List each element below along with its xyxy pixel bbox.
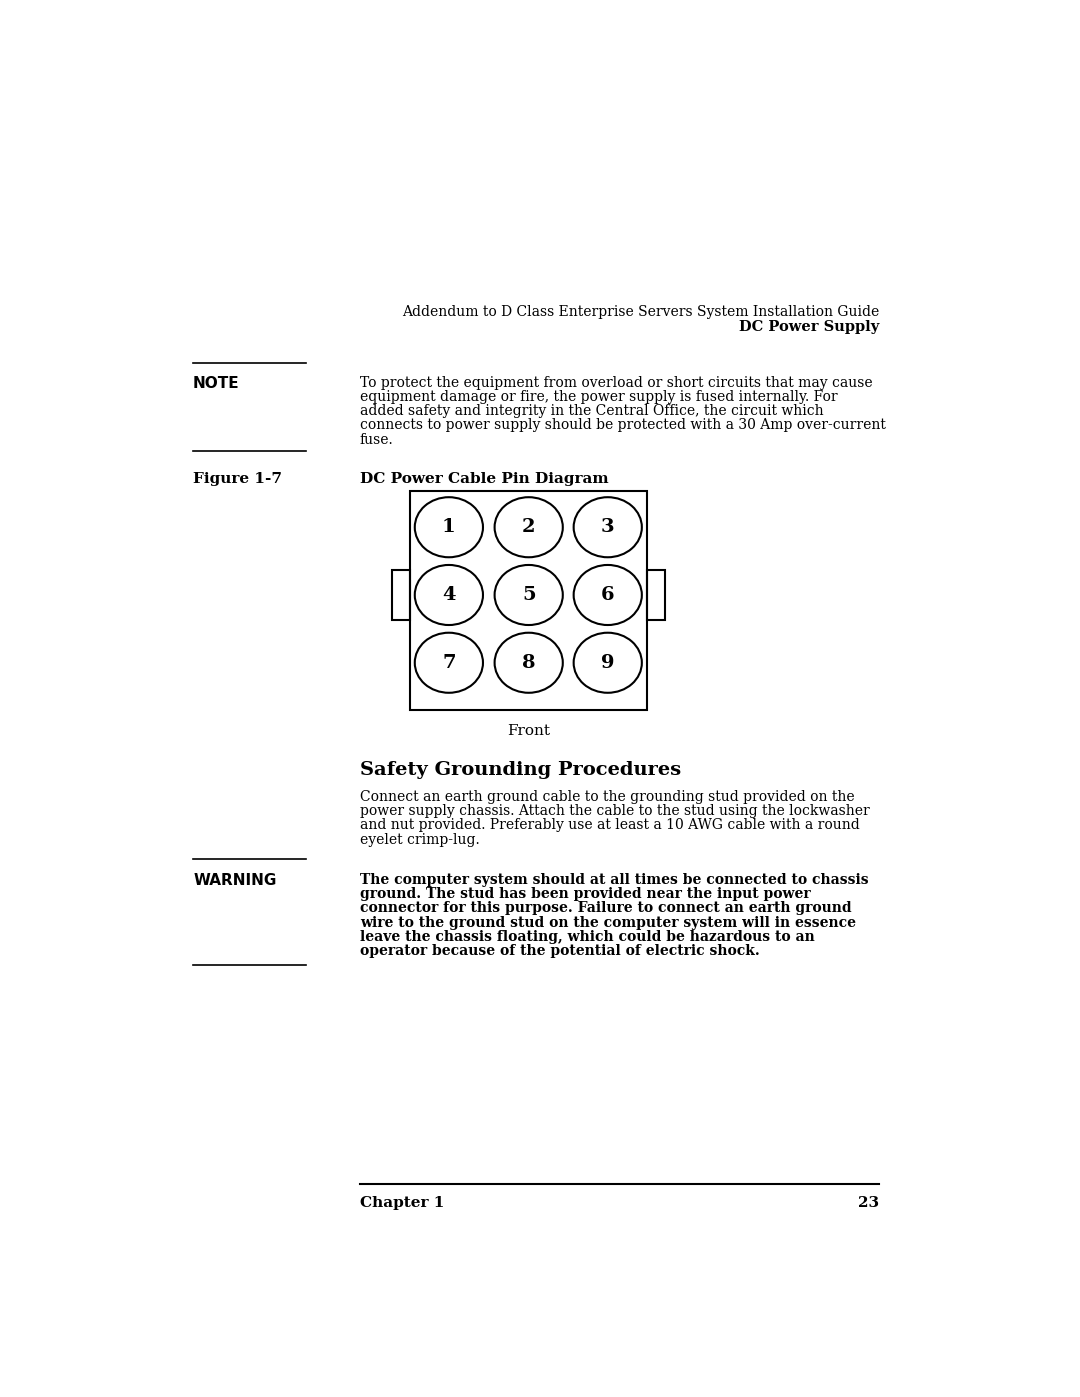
Ellipse shape xyxy=(573,564,642,624)
Text: Front: Front xyxy=(507,724,550,738)
Ellipse shape xyxy=(495,497,563,557)
Text: Safety Grounding Procedures: Safety Grounding Procedures xyxy=(360,760,680,778)
Text: DC Power Cable Pin Diagram: DC Power Cable Pin Diagram xyxy=(360,472,608,486)
Text: ground. The stud has been provided near the input power: ground. The stud has been provided near … xyxy=(360,887,810,901)
Text: NOTE: NOTE xyxy=(193,376,240,391)
Text: Figure 1-7: Figure 1-7 xyxy=(193,472,282,486)
Text: The computer system should at all times be connected to chassis: The computer system should at all times … xyxy=(360,873,868,887)
Ellipse shape xyxy=(415,564,483,624)
Ellipse shape xyxy=(573,497,642,557)
Text: WARNING: WARNING xyxy=(193,873,276,888)
Text: 8: 8 xyxy=(522,654,536,672)
Text: 23: 23 xyxy=(858,1196,879,1210)
Text: 7: 7 xyxy=(442,654,456,672)
Text: added safety and integrity in the Central Office, the circuit which: added safety and integrity in the Centra… xyxy=(360,404,823,418)
Ellipse shape xyxy=(415,497,483,557)
Text: equipment damage or fire, the power supply is fused internally. For: equipment damage or fire, the power supp… xyxy=(360,390,837,404)
Ellipse shape xyxy=(495,633,563,693)
Text: eyelet crimp-lug.: eyelet crimp-lug. xyxy=(360,833,480,847)
Ellipse shape xyxy=(495,564,563,624)
Text: 5: 5 xyxy=(522,585,536,604)
Text: 9: 9 xyxy=(600,654,615,672)
Text: 2: 2 xyxy=(522,518,536,536)
Ellipse shape xyxy=(415,633,483,693)
Text: Connect an earth ground cable to the grounding stud provided on the: Connect an earth ground cable to the gro… xyxy=(360,789,854,803)
Text: and nut provided. Preferably use at least a 10 AWG cable with a round: and nut provided. Preferably use at leas… xyxy=(360,819,860,833)
Text: power supply chassis. Attach the cable to the stud using the lockwasher: power supply chassis. Attach the cable t… xyxy=(360,805,869,819)
Text: connector for this purpose. Failure to connect an earth ground: connector for this purpose. Failure to c… xyxy=(360,901,851,915)
Text: 4: 4 xyxy=(442,585,456,604)
Text: fuse.: fuse. xyxy=(360,433,393,447)
Text: 1: 1 xyxy=(442,518,456,536)
Text: operator because of the potential of electric shock.: operator because of the potential of ele… xyxy=(360,944,759,958)
Text: Chapter 1: Chapter 1 xyxy=(360,1196,444,1210)
Text: leave the chassis floating, which could be hazardous to an: leave the chassis floating, which could … xyxy=(360,930,814,944)
Text: wire to the ground stud on the computer system will in essence: wire to the ground stud on the computer … xyxy=(360,915,855,929)
Text: DC Power Supply: DC Power Supply xyxy=(739,320,879,334)
Text: connects to power supply should be protected with a 30 Amp over-current: connects to power supply should be prote… xyxy=(360,418,886,432)
Text: To protect the equipment from overload or short circuits that may cause: To protect the equipment from overload o… xyxy=(360,376,873,390)
Text: 6: 6 xyxy=(600,585,615,604)
Text: Addendum to D Class Enterprise Servers System Installation Guide: Addendum to D Class Enterprise Servers S… xyxy=(402,305,879,319)
Text: 3: 3 xyxy=(600,518,615,536)
Ellipse shape xyxy=(573,633,642,693)
